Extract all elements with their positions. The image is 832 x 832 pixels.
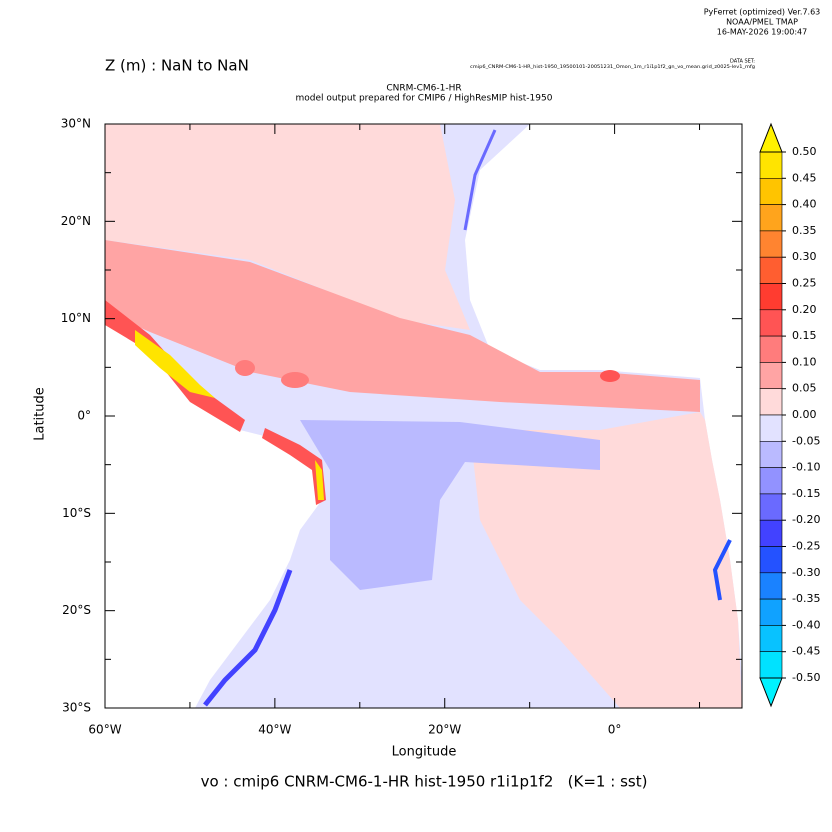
coast-streak-core xyxy=(315,460,324,500)
x-tick-label: 20°W xyxy=(428,723,461,737)
colorbar-swatch xyxy=(759,283,783,311)
colorbar-label: 0.50 xyxy=(792,145,817,158)
y-tick-label: 0° xyxy=(77,409,91,423)
brazil-current xyxy=(203,569,293,707)
colorbar-over xyxy=(759,122,783,153)
lab-label: NOAA/PMEL TMAP xyxy=(726,18,798,27)
eddy xyxy=(235,360,255,376)
range-note: Z (m) : NaN to NaN xyxy=(105,57,249,75)
colorbar-swatch xyxy=(759,414,783,442)
dataset-label: DATA SET: xyxy=(730,59,755,65)
colorbar-swatch xyxy=(759,598,783,626)
colorbar-label: 0.35 xyxy=(792,224,817,237)
colorbar-swatch xyxy=(759,546,783,574)
colorbar-label: 0.25 xyxy=(792,277,817,290)
plot-title: CNRM-CM6-1-HR xyxy=(386,84,461,94)
software-label: PyFerret (optimized) Ver.7.63 xyxy=(704,8,821,17)
colorbar-swatch xyxy=(759,388,783,416)
timestamp-label: 16-MAY-2026 19:00:47 xyxy=(717,28,807,37)
eddy xyxy=(281,372,309,388)
y-tick-label: 30°S xyxy=(62,701,91,715)
x-tick-label: 60°W xyxy=(88,723,121,737)
colorbar-swatch xyxy=(759,467,783,495)
pink-north xyxy=(105,124,470,330)
colorbar-swatch xyxy=(759,519,783,547)
coast-streak xyxy=(262,428,326,505)
colorbar-swatch xyxy=(759,335,783,363)
x-axis-label: Longitude xyxy=(392,745,457,760)
colorbar-label: 0.45 xyxy=(792,171,817,184)
colorbar-swatch xyxy=(759,204,783,232)
colorbar-label: 0.00 xyxy=(792,408,817,421)
caption: vo : cmip6 CNRM-CM6-1-HR hist-1950 r1i1p… xyxy=(201,773,648,791)
colorbar-swatch xyxy=(759,151,783,179)
colorbar-swatch xyxy=(759,625,783,653)
hot-spot-core xyxy=(135,330,215,398)
colorbar-swatch xyxy=(759,572,783,600)
y-tick-label: 10°N xyxy=(61,311,91,325)
colorbar-swatch xyxy=(759,230,783,258)
colorbar-label: -0.20 xyxy=(792,513,820,526)
colorbar-under xyxy=(759,677,783,708)
colorbar-label: 0.15 xyxy=(792,329,817,342)
colorbar-label: 0.05 xyxy=(792,382,817,395)
x-tick-label: 40°W xyxy=(258,723,291,737)
x-tick-label: 0° xyxy=(608,723,622,737)
colorbar-label: -0.30 xyxy=(792,566,820,579)
colorbar-label: 0.10 xyxy=(792,355,817,368)
colorbar-label: -0.45 xyxy=(792,645,820,658)
y-axis-label: Latitude xyxy=(33,387,48,441)
colorbar-swatch xyxy=(759,362,783,389)
canary-current xyxy=(463,129,497,231)
colorbar-swatch xyxy=(759,651,783,679)
dataset-name: cmip6_CNRM-CM6-1-HR_hist-1950_19500101-2… xyxy=(470,64,755,69)
y-tick-label: 30°N xyxy=(61,117,91,131)
y-tick-label: 20°N xyxy=(61,214,91,228)
eddy xyxy=(600,370,620,382)
colorbar-label: -0.10 xyxy=(792,461,820,474)
colorbar-label: -0.25 xyxy=(792,540,820,553)
colorbar-label: -0.05 xyxy=(792,434,820,447)
colorbar-swatch xyxy=(759,440,783,468)
colorbar-label: 0.40 xyxy=(792,198,817,211)
plot-subtitle: model output prepared for CMIP6 / HighRe… xyxy=(296,94,553,104)
y-tick-label: 20°S xyxy=(62,603,91,617)
colorbar-swatch xyxy=(759,309,783,337)
colorbar-swatch xyxy=(759,493,783,521)
colorbar-label: -0.40 xyxy=(792,618,820,631)
field xyxy=(105,124,742,708)
colorbar-label: -0.35 xyxy=(792,592,820,605)
equatorial-tongue xyxy=(300,420,600,590)
pink-south-east xyxy=(470,412,742,708)
colorbar-swatch xyxy=(759,178,783,205)
benguela-current xyxy=(712,539,732,601)
y-tick-label: 10°S xyxy=(62,506,91,520)
colorbar-label: -0.15 xyxy=(792,487,820,500)
colorbar-label: 0.30 xyxy=(792,250,817,263)
colorbar-swatch xyxy=(759,256,783,284)
colorbar-label: -0.50 xyxy=(792,671,820,684)
colorbar-label: 0.20 xyxy=(792,303,817,316)
